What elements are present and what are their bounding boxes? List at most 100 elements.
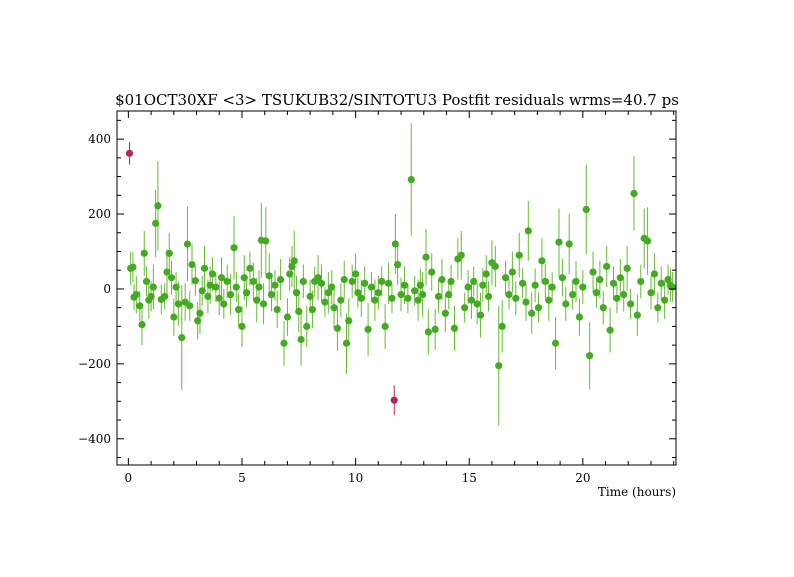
data-point (661, 296, 669, 304)
data-point (277, 275, 285, 284)
data-point (447, 277, 455, 286)
data-point (484, 292, 493, 301)
data-point (340, 275, 348, 284)
data-point (215, 294, 223, 302)
data-point (531, 281, 539, 289)
data-point (394, 260, 402, 269)
data-point (337, 296, 345, 304)
data-point (400, 281, 409, 289)
data-point (470, 277, 478, 286)
data-point (242, 289, 251, 297)
data-point (479, 281, 487, 289)
data-point (220, 300, 228, 308)
data-point (290, 257, 298, 265)
data-point (132, 290, 140, 299)
data-point (328, 283, 336, 291)
data-point (650, 270, 659, 278)
data-point (501, 274, 510, 282)
data-point (388, 294, 396, 302)
data-point (575, 313, 584, 321)
data-point (234, 305, 243, 314)
data-point (519, 279, 527, 287)
data-point (391, 240, 399, 248)
data-point (467, 296, 476, 304)
data-point (280, 339, 288, 347)
data-point (142, 277, 151, 286)
y-tick-label: 400 (88, 132, 111, 146)
data-point (512, 294, 520, 302)
data-point (161, 292, 169, 301)
data-point (286, 270, 294, 278)
data-point (374, 289, 382, 297)
data-point (196, 309, 204, 317)
outlier-point (390, 396, 398, 404)
data-point (253, 296, 261, 304)
data-point (342, 339, 351, 347)
data-point (397, 290, 405, 299)
data-point (643, 237, 652, 245)
data-point (428, 268, 436, 276)
data-point (240, 274, 248, 282)
data-points (125, 149, 677, 404)
data-point (450, 324, 459, 332)
data-point (183, 240, 192, 248)
data-point (495, 362, 503, 370)
data-point (149, 283, 157, 291)
x-tick-label: 5 (238, 471, 246, 485)
data-point (297, 335, 305, 344)
data-point (138, 320, 146, 329)
data-point (613, 294, 621, 302)
data-point (491, 262, 499, 271)
data-point (140, 249, 148, 257)
data-point (422, 253, 430, 261)
x-tick-label: 20 (575, 471, 590, 485)
data-point (367, 283, 376, 291)
data-point (498, 322, 506, 330)
data-point (582, 205, 590, 214)
data-point (136, 302, 144, 310)
data-point (271, 281, 279, 289)
data-point (569, 290, 577, 299)
data-point (191, 277, 199, 285)
data-point (165, 249, 173, 257)
data-point (330, 304, 338, 312)
data-point (129, 263, 137, 271)
data-point (170, 313, 178, 321)
data-point (299, 277, 307, 286)
data-point (404, 294, 412, 302)
axes-frame (116, 110, 677, 466)
data-point (267, 290, 276, 299)
data-point (167, 274, 176, 282)
data-point (361, 279, 369, 287)
data-point (378, 277, 386, 286)
data-point (348, 277, 356, 286)
data-point (212, 283, 220, 291)
data-point (303, 322, 311, 330)
data-point (522, 298, 530, 306)
data-point (414, 296, 422, 304)
data-point (668, 283, 677, 291)
data-point (259, 300, 268, 308)
data-point (265, 272, 273, 280)
data-point (200, 264, 209, 272)
data-point (317, 279, 326, 287)
data-point (538, 257, 546, 265)
data-point (464, 283, 472, 291)
data-point (445, 290, 453, 299)
data-point (647, 289, 655, 297)
data-point (657, 279, 665, 287)
data-point (603, 262, 611, 271)
y-tick-label: −400 (78, 432, 111, 446)
data-point (194, 317, 202, 325)
data-point (223, 277, 231, 286)
x-tick-label: 0 (125, 471, 133, 485)
data-point (208, 270, 217, 278)
data-point (416, 281, 424, 289)
data-point (431, 325, 439, 333)
chart-title: $01OCT30XF <3> TSUKUB32/SINTOTU3 Postfit… (115, 91, 679, 109)
data-point (345, 317, 353, 325)
data-point (434, 292, 443, 301)
data-point (528, 309, 536, 317)
data-point (292, 289, 301, 297)
data-point (354, 289, 362, 297)
